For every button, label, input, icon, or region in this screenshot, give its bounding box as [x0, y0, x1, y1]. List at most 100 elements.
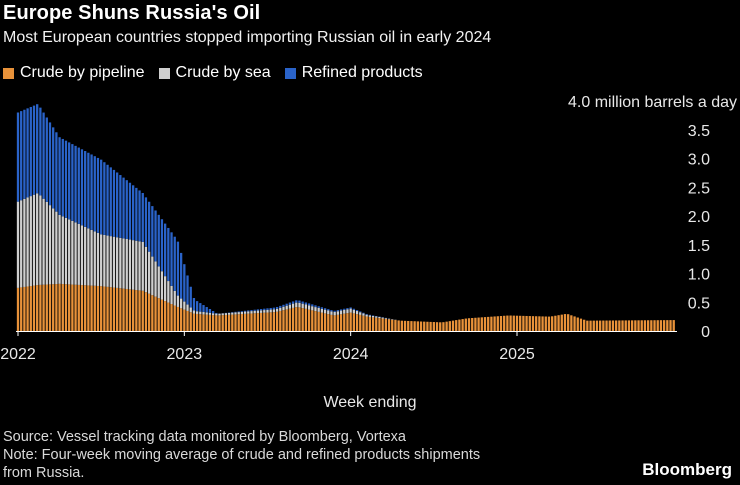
axes-layer: 2022 2023 2024 2025 0 0.5 1.0 1.5 2.0 2.5 3.0 3.5 4.… [0, 94, 737, 363]
bar-segment-pipeline [429, 321, 432, 331]
bar-segment-refined [330, 310, 333, 312]
bar-segment-sea [275, 308, 279, 312]
bar-segment-pipeline [509, 315, 512, 331]
legend-swatch-refined [284, 67, 296, 79]
bar-segment-refined [116, 172, 119, 238]
bar-segment-sea [103, 234, 106, 287]
bar-segment-pipeline [506, 315, 509, 331]
bar-segment-pipeline [74, 284, 77, 331]
bar-segment-refined [311, 304, 314, 307]
bar-segment-pipeline [144, 292, 148, 331]
bar-segment-refined [125, 180, 128, 239]
method-note-line2: from Russia. [3, 465, 85, 481]
bar-segment-sea [285, 305, 288, 310]
bar-segment-pipeline [80, 285, 84, 331]
bar-segment-sea [170, 285, 173, 305]
bar-segment-sea [362, 313, 365, 316]
bar-segment-pipeline [138, 290, 141, 331]
bar-segment-pipeline [301, 308, 304, 331]
bar-segment-refined [339, 309, 343, 311]
bar-segment-refined [243, 310, 247, 312]
bar-segment-sea [167, 281, 170, 303]
bar-segment-refined [112, 169, 116, 237]
bar-segment-pipeline [160, 299, 164, 331]
bar-segment-pipeline [237, 314, 240, 331]
bar-segment-pipeline [403, 320, 407, 331]
bar-segment-sea [29, 196, 32, 287]
bar-segment-sea [154, 261, 157, 297]
bar-segment-sea [231, 312, 234, 315]
bar-segment-pipeline [435, 322, 439, 331]
bar-segment-sea [96, 232, 100, 286]
bar-segment-pipeline [343, 313, 346, 331]
bar-segment-sea [371, 315, 375, 318]
bar-segment-sea [375, 316, 378, 318]
bar-segment-refined [20, 111, 23, 201]
bar-segment-refined [16, 112, 20, 202]
bar-segment-refined [87, 152, 90, 229]
bar-segment-pipeline [637, 320, 640, 331]
bar-segment-refined [256, 309, 260, 311]
y-tick-label-3.5: 3.5 [688, 123, 710, 140]
y-tick-label-2.5: 2.5 [688, 180, 710, 197]
bar-segment-refined [237, 311, 240, 313]
bar-segment-pipeline [573, 316, 576, 331]
bar-segment-pipeline [365, 316, 368, 331]
bar-segment-pipeline [199, 314, 202, 331]
bar-segment-pipeline [259, 312, 263, 331]
bar-segment-refined [151, 206, 154, 257]
bar-segment-pipeline [602, 320, 605, 331]
bar-segment-refined [253, 309, 256, 311]
bar-segment-pipeline [23, 286, 26, 331]
bar-segment-pipeline [589, 320, 592, 331]
y-tick-label-0.5: 0.5 [688, 295, 710, 312]
legend-item-sea: Crude by sea [158, 64, 271, 82]
bar-segment-sea [368, 315, 371, 317]
bar-segment-pipeline [624, 320, 627, 331]
bar-segment-sea [355, 311, 359, 315]
bar-segment-pipeline [295, 307, 298, 331]
bar-segment-refined [160, 219, 164, 272]
bar-segment-pipeline [662, 320, 666, 331]
bar-segment-sea [304, 304, 308, 309]
bar-segment-sea [221, 313, 224, 316]
bar-segment-sea [186, 304, 189, 311]
bar-segment-pipeline [378, 318, 381, 331]
bar-segment-refined [163, 223, 167, 277]
bar-segment-pipeline [522, 315, 525, 331]
bar-segment-refined [144, 197, 148, 247]
bar-segment-refined [189, 286, 192, 308]
y-tick-label-1.0: 1.0 [688, 267, 710, 284]
bar-segment-refined [48, 122, 52, 206]
bar-segment-pipeline [611, 320, 615, 331]
bar-segment-refined [52, 127, 55, 209]
bar-segment-pipeline [579, 318, 583, 331]
y-tick-label-0: 0 [701, 324, 710, 341]
bar-segment-refined [68, 142, 71, 220]
bar-segment-sea [205, 312, 208, 315]
bar-segment-refined [266, 308, 269, 310]
bar-segment-refined [288, 302, 292, 305]
bar-segment-sea [339, 310, 343, 315]
bar-segment-pipeline [333, 315, 336, 331]
bar-segment-pipeline [64, 284, 68, 331]
bar-segment-pipeline [84, 285, 87, 331]
bar-segment-sea [116, 237, 119, 288]
bar-segment-pipeline [490, 316, 493, 331]
bar-segment-pipeline [583, 319, 586, 331]
bar-segment-pipeline [109, 287, 112, 331]
bar-segment-sea [259, 310, 263, 313]
bar-segment-pipeline [503, 315, 506, 331]
bar-segment-refined [167, 227, 170, 282]
bar-segment-sea [61, 216, 64, 285]
x-axis-label: Week ending [323, 394, 417, 411]
bar-segment-refined [327, 309, 330, 311]
bar-segment-pipeline [135, 290, 138, 331]
bar-segment-sea [298, 302, 301, 308]
bar-segment-refined [272, 307, 276, 310]
bar-segment-pipeline [387, 319, 391, 331]
bar-segment-pipeline [423, 321, 426, 331]
bar-segment-sea [291, 303, 295, 308]
bar-segment-pipeline [538, 316, 541, 331]
bar-segment-sea [20, 200, 23, 288]
